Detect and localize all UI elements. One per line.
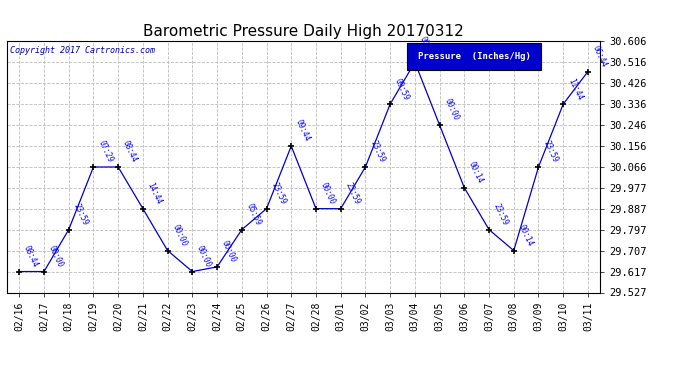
- Text: 23:59: 23:59: [541, 140, 559, 164]
- Title: Barometric Pressure Daily High 20170312: Barometric Pressure Daily High 20170312: [144, 24, 464, 39]
- Text: 23:59: 23:59: [72, 202, 90, 227]
- Text: 00:14: 00:14: [467, 160, 485, 185]
- Text: 08:44: 08:44: [22, 244, 40, 269]
- Text: 00:00: 00:00: [220, 239, 238, 264]
- Text: 00:00: 00:00: [47, 244, 65, 269]
- FancyBboxPatch shape: [407, 42, 541, 70]
- Text: 09:59: 09:59: [393, 76, 411, 101]
- Text: 00:00: 00:00: [170, 223, 188, 248]
- Text: Copyright 2017 Cartronics.com: Copyright 2017 Cartronics.com: [10, 46, 155, 55]
- Text: 07:29: 07:29: [96, 140, 114, 164]
- Text: 00:14: 00:14: [517, 223, 535, 248]
- Text: 23:59: 23:59: [492, 202, 510, 227]
- Text: 05:59: 05:59: [244, 202, 262, 227]
- Text: 11:44: 11:44: [566, 76, 584, 101]
- Text: 23:59: 23:59: [269, 181, 287, 206]
- Text: 08:44: 08:44: [121, 140, 139, 164]
- Text: 00:00: 00:00: [417, 34, 435, 59]
- Text: Pressure  (Inches/Hg): Pressure (Inches/Hg): [417, 52, 531, 61]
- Text: 09:44: 09:44: [294, 118, 312, 143]
- Text: 23:59: 23:59: [368, 140, 386, 164]
- Text: 23:59: 23:59: [344, 181, 362, 206]
- Text: 00:00: 00:00: [319, 181, 337, 206]
- Text: 00:00: 00:00: [442, 98, 460, 122]
- Text: 06:44: 06:44: [591, 44, 609, 69]
- Text: 00:00: 00:00: [195, 244, 213, 269]
- Text: 14:44: 14:44: [146, 181, 164, 206]
